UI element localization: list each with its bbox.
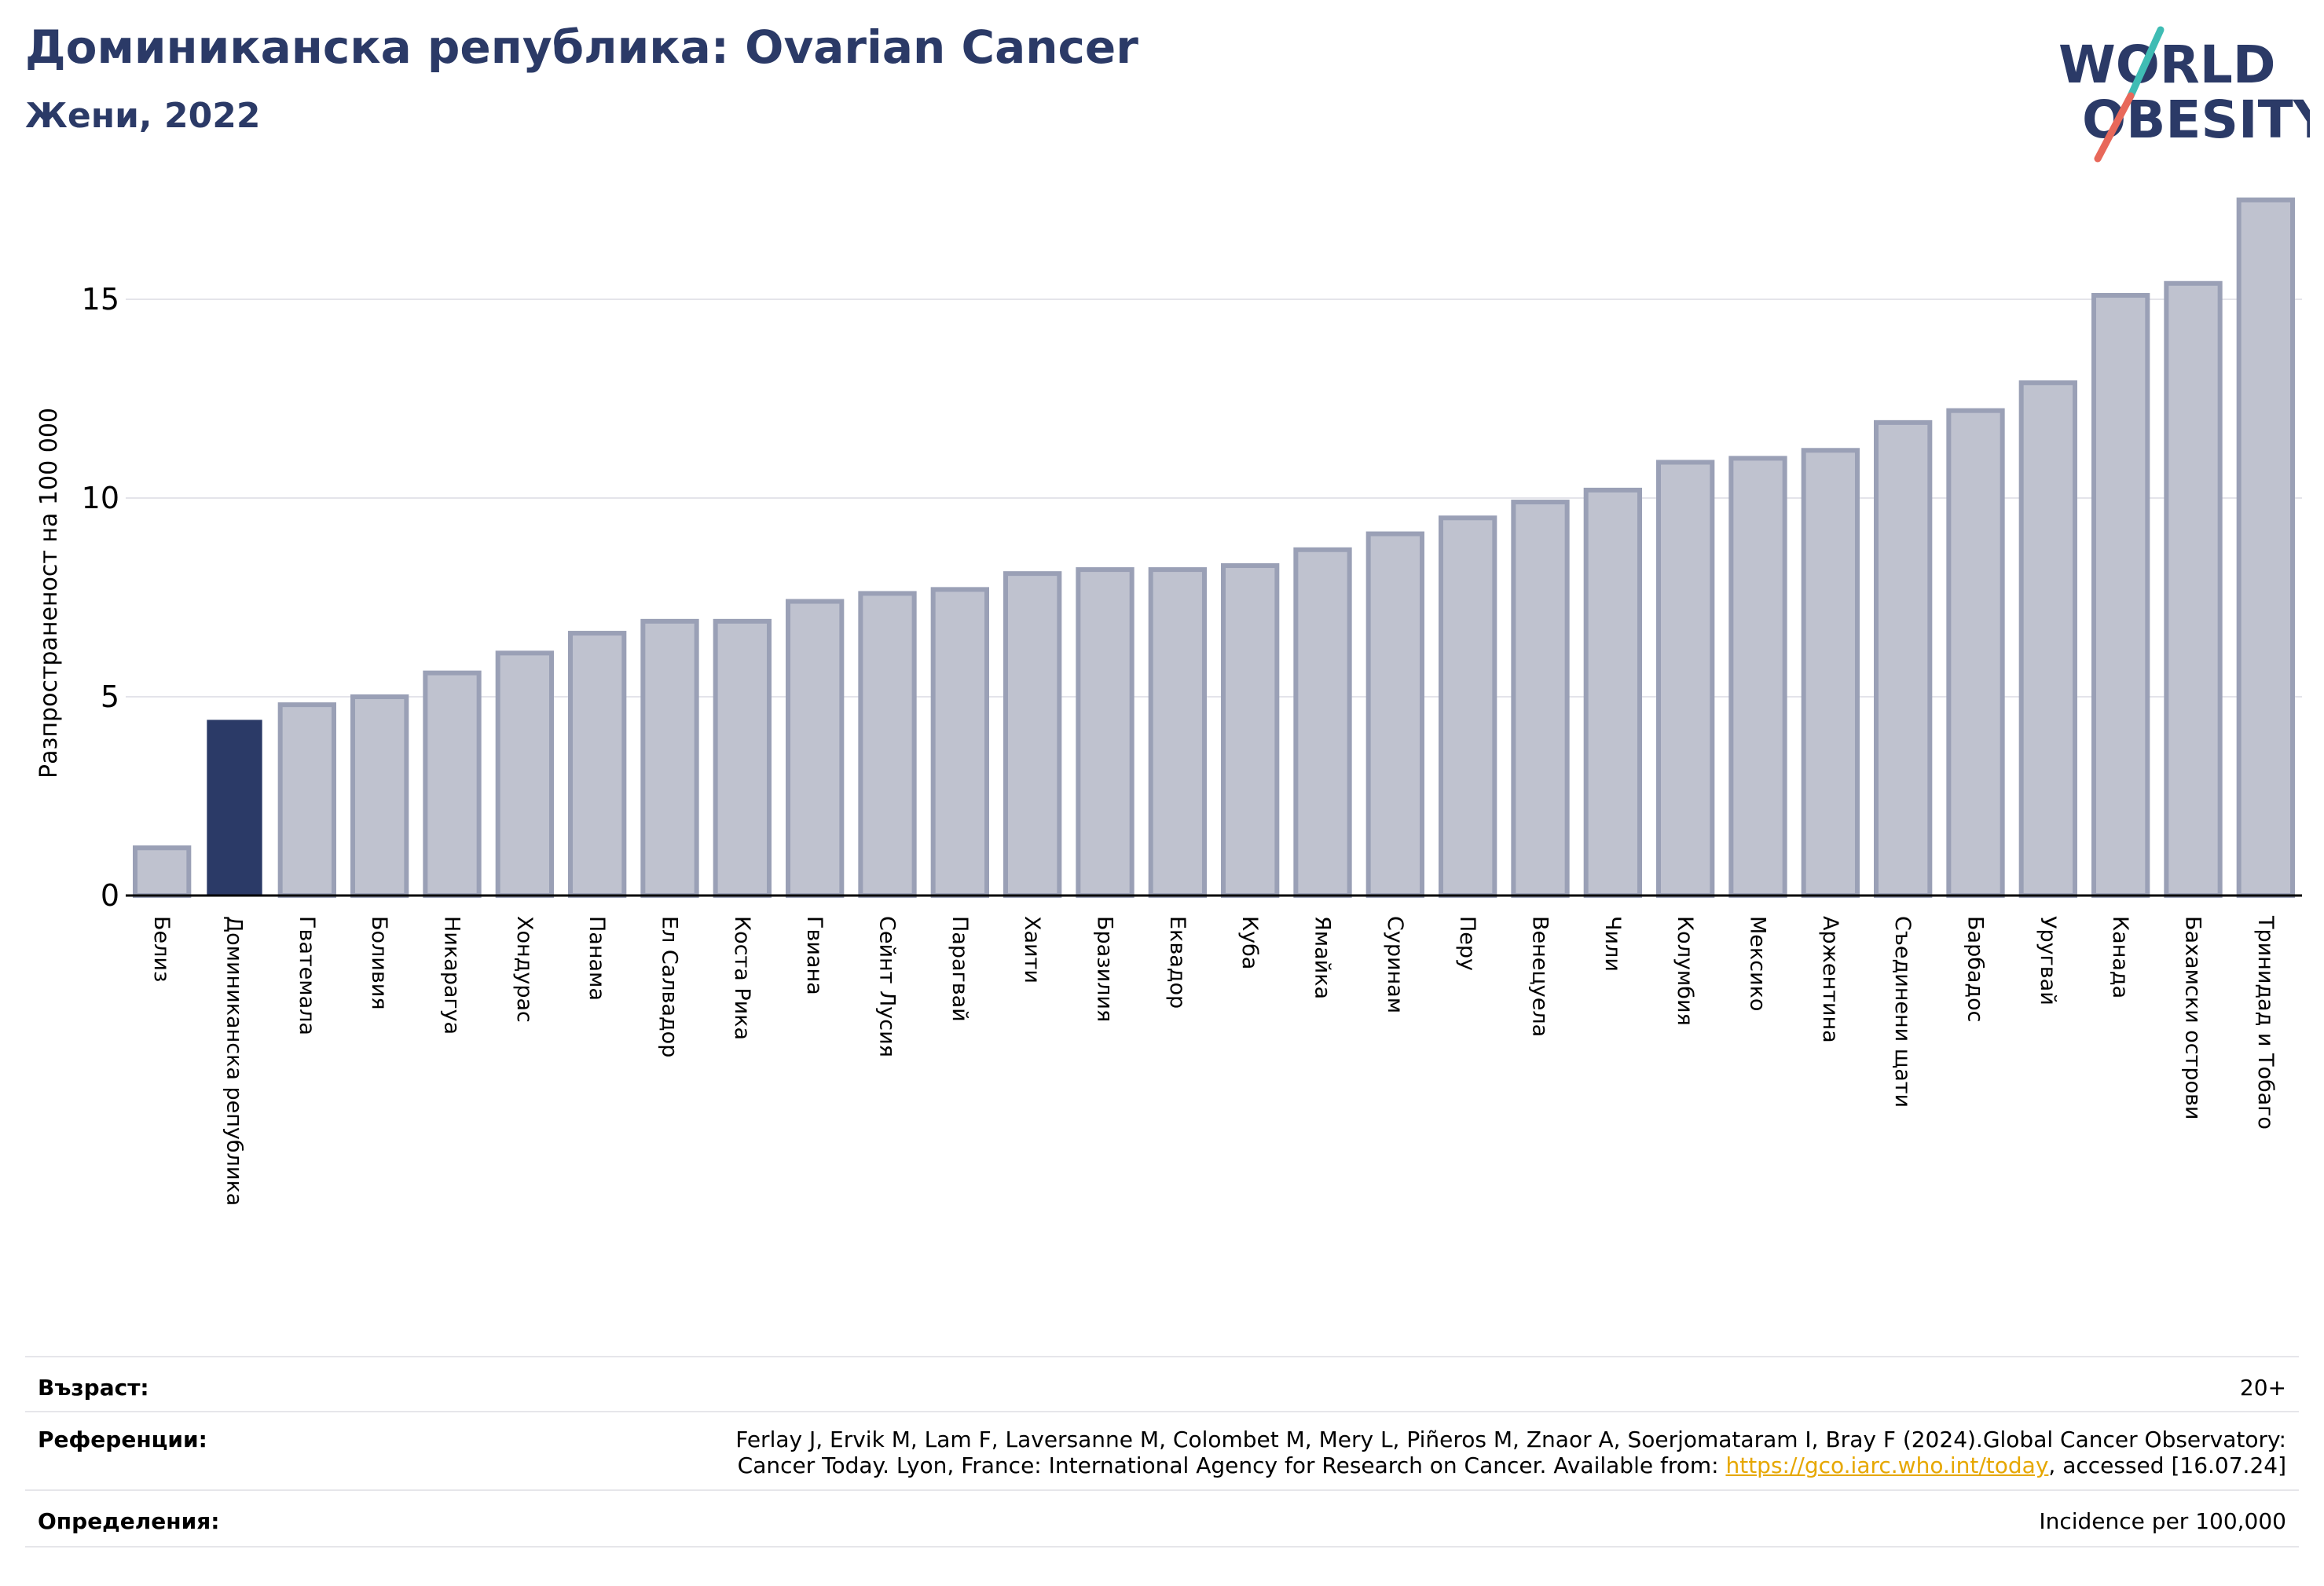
logo-slash-red [2094,92,2135,163]
bar [1728,456,1787,898]
definitions-label: Определения: [38,1508,220,1534]
y-tick-label: 5 [101,679,119,714]
page-subtitle: Жени, 2022 [25,96,261,136]
bar [1076,567,1135,899]
bar [350,694,409,898]
bar [1439,515,1497,898]
bar [2236,197,2295,898]
bar-chart: 0 5 10 15 Разпространеност на 100 000 Белиз До… [35,197,2302,1206]
bar [423,670,482,898]
bar-highlighted [207,720,262,896]
bar [2018,380,2077,898]
x-tick-label: Ел Салвадор [658,916,682,1057]
references-accessed: , accessed [16.07.24] [2048,1452,2286,1478]
x-tick-label: Парагвай [948,916,972,1022]
bar [1293,547,1352,899]
x-tick-label: Коста Рика [730,916,754,1040]
x-tick-label: Аржентина [1818,916,1842,1043]
bar [713,618,772,898]
bar [2091,292,2150,898]
y-axis-label: Разпространеност на 100 000 [35,408,63,778]
y-tick-label: 15 [82,282,119,317]
bar [277,702,336,898]
info-row-references: Референции: Ferlay J, Ervik M, Lam F, La… [25,1411,2299,1491]
y-tick-label: 10 [82,481,119,515]
bar [1874,419,1933,898]
bar [786,599,845,898]
references-line1: Ferlay J, Ervik M, Lam F, Laversanne M, … [735,1427,2286,1452]
references-label: Референции: [38,1427,207,1452]
x-tick-label: Канада [2108,916,2132,998]
x-tick-label: Еквадор [1165,916,1189,1009]
info-row-definitions: Определения: Incidence per 100,000 [25,1489,2299,1548]
bar [1801,448,1860,898]
world-obesity-logo: WORLD OBESITY [2058,26,2310,163]
y-tick-label: 0 [101,878,119,913]
x-tick-label: Сейнт Лусия [875,916,900,1057]
x-tick-label: Уругвай [2036,916,2060,1005]
bar [1221,563,1280,899]
x-tick-label: Суринам [1383,916,1407,1013]
bar [133,845,192,899]
bar [1365,531,1424,898]
bar [640,618,699,898]
bar [568,631,627,898]
x-tick-label: Колумбия [1673,916,1697,1026]
x-tick-label: Гватемала [295,916,319,1035]
bar [495,650,554,899]
bar [1656,460,1715,898]
x-tick-label: Боливия [367,916,391,1010]
x-tick-label: Белиз [149,916,174,982]
x-tick-label: Барбадос [1963,916,1988,1022]
x-tick-label: Хаити [1020,916,1044,983]
references-line2: Cancer Today. Lyon, France: Internationa… [735,1452,2286,1478]
x-tick-label: Венецуела [1528,916,1552,1037]
bar [1946,408,2005,898]
bar [1003,571,1062,898]
references-value: Ferlay J, Ervik M, Lam F, Laversanne M, … [735,1427,2286,1478]
x-tick-label: Тринидад и Тобаго [2253,915,2278,1130]
logo-line1: WORLD [2058,35,2276,95]
references-line2-text: Cancer Today. Lyon, France: Internationa… [737,1452,1726,1478]
x-tick-label: Съединени щати [1890,916,1915,1108]
bar [858,591,917,898]
page-title: Доминиканска република: Ovarian Cancer [25,20,1138,74]
x-tick-label: Гвиана [802,916,827,995]
logo-slash-teal [2127,26,2165,100]
x-tick-label: Куба [1237,916,1262,969]
x-tick-label: Перу [1455,916,1479,971]
age-label: Възраст: [38,1375,149,1401]
bar [2164,280,2223,898]
x-tick-label: Чили [1600,916,1625,972]
x-tick-label: Доминиканска република [222,916,247,1206]
x-tick-label: Ямайка [1310,916,1335,999]
age-value: 20+ [2239,1375,2286,1401]
x-tick-label: Никарагуа [440,916,464,1035]
references-link[interactable]: https://gco.iarc.who.int/today [1725,1452,2049,1478]
info-row-age: Възраст: 20+ [25,1356,2299,1412]
x-tick-label: Бразилия [1093,916,1117,1022]
x-tick-label: Хондурас [512,916,537,1023]
info-bottom-border [25,1546,2299,1548]
bar [1148,567,1207,899]
bar [1511,500,1570,898]
x-tick-label: Мексико [1746,916,1770,1011]
x-tick-label: Бахамски острови [2181,916,2205,1119]
definitions-value: Incidence per 100,000 [2039,1508,2286,1534]
bar [1583,487,1642,898]
bar [930,587,989,898]
x-tick-label: Панама [585,916,609,1001]
